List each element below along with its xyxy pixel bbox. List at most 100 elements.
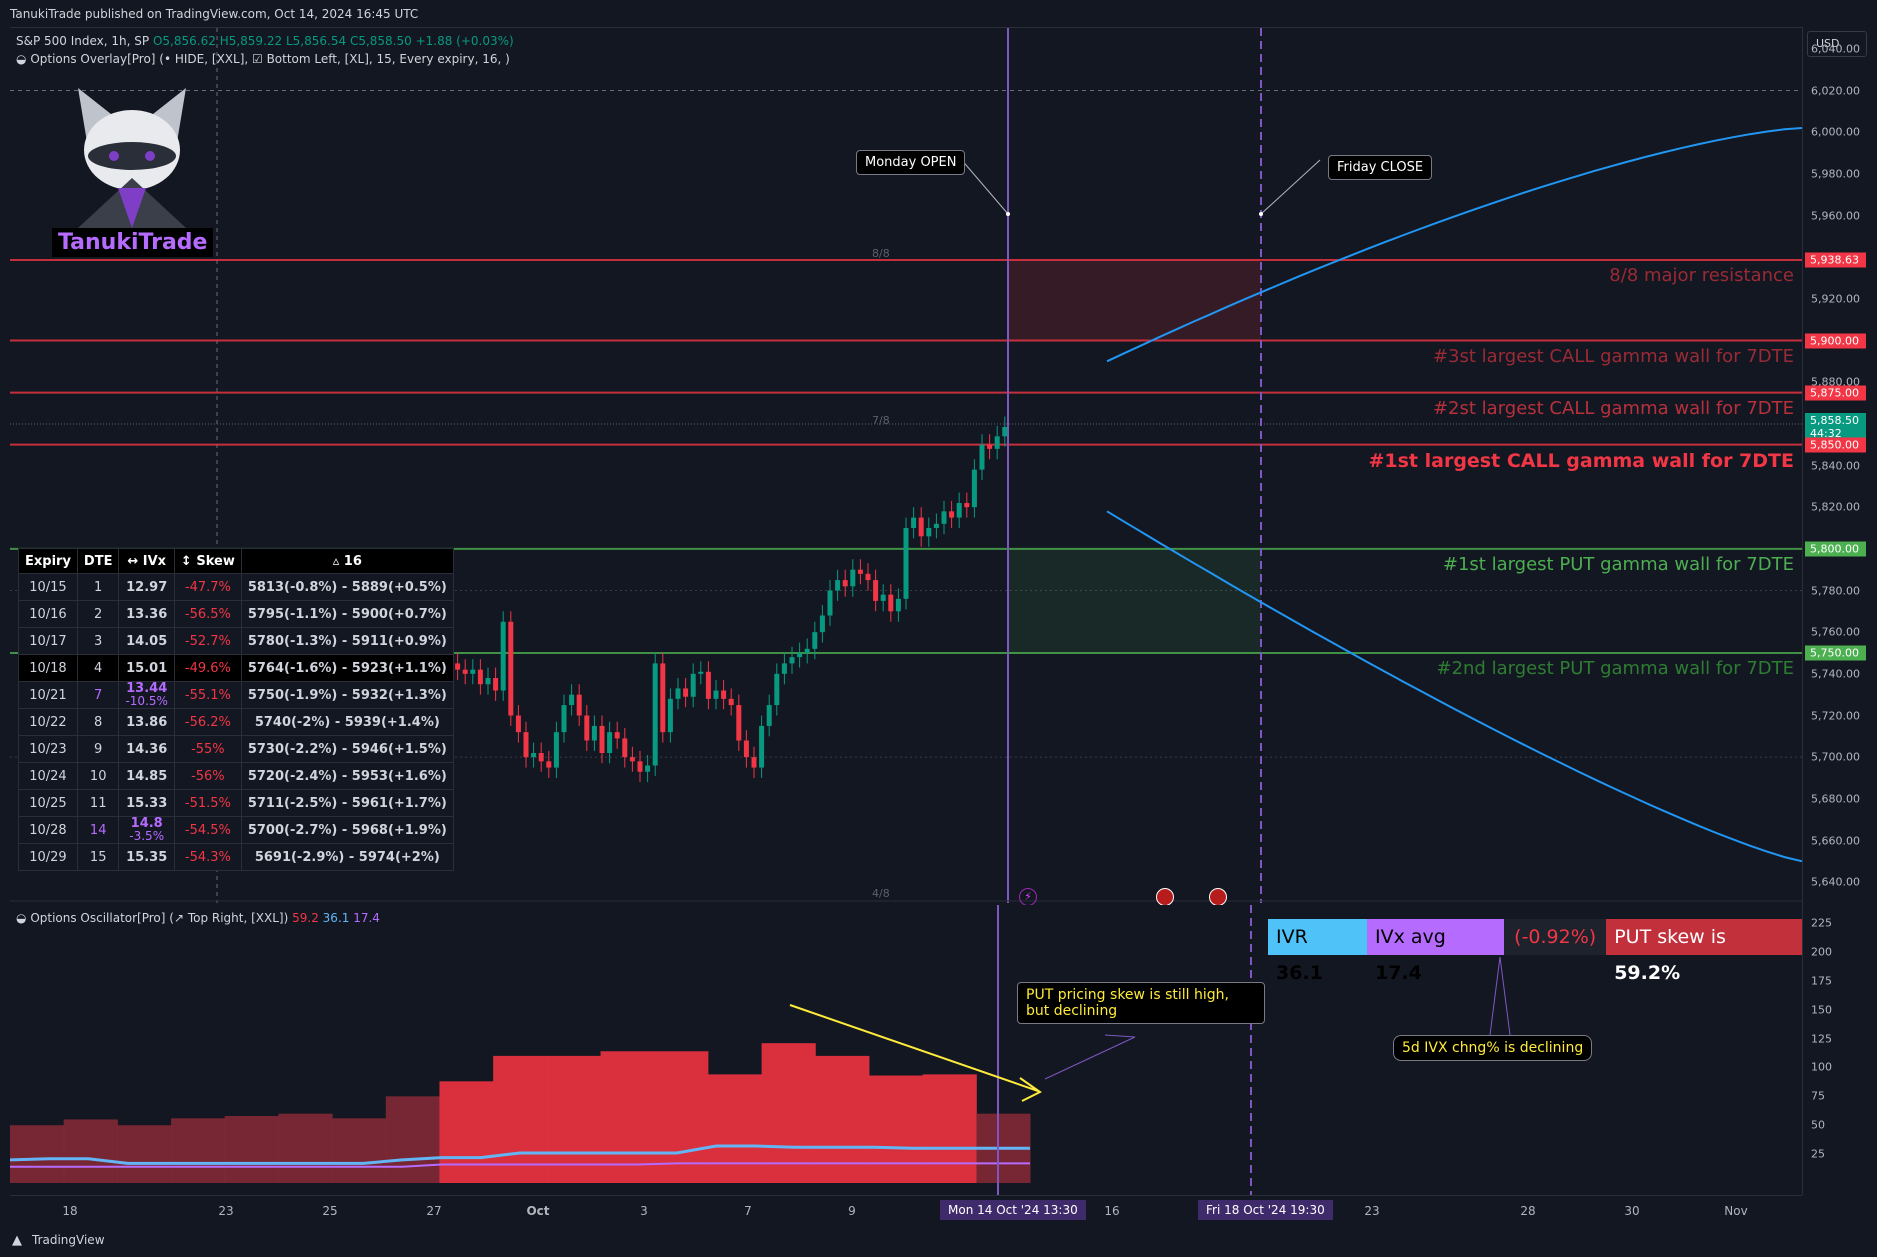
skew-cell: -47.7% xyxy=(173,573,242,601)
candle-body xyxy=(865,573,871,581)
ivx-label: IVx avg xyxy=(1374,926,1446,948)
ivx-cell: 14.85 xyxy=(118,762,175,790)
candle-body xyxy=(857,569,863,574)
candle-body xyxy=(979,444,985,470)
candle-body xyxy=(933,523,939,528)
expiry-cell-text: 10/24 xyxy=(29,768,67,784)
osc-value-ivr: 36.1 xyxy=(322,911,350,925)
ivx-cell-text: 13.44 xyxy=(126,681,168,696)
price-axis[interactable]: USD 6,040.00 6,020.00 6,000.00 5,980.00 5,96… xyxy=(1802,27,1877,1195)
ivx-cell-text: 12.97 xyxy=(126,579,168,595)
time-axis-label: 18 xyxy=(62,1204,78,1218)
price-tag-value: 5,858.50 xyxy=(1810,413,1859,427)
price-tag-value: 5,938.63 xyxy=(1810,253,1859,267)
time-axis-label: 30 xyxy=(1624,1204,1640,1218)
ivx-cell: 14.8 -3.5% xyxy=(118,816,175,844)
ivx-box: IVx avg 17.4 xyxy=(1366,919,1505,984)
lightning-icon[interactable]: ⚡ xyxy=(1019,888,1037,906)
ivx-cell-text: 13.36 xyxy=(126,606,168,622)
ivx-note: 5d IVX chng% is declining xyxy=(1393,1035,1593,1061)
oscillator-pane[interactable]: ◒ Options Oscillator[Pro] (↗ Top Right, … xyxy=(10,905,1802,1195)
skew-cell: -56.5% xyxy=(173,600,242,628)
ivx-cell-text: 14.8 xyxy=(130,816,163,831)
time-axis-label: 16 xyxy=(1104,1204,1120,1218)
candle-body xyxy=(690,673,696,697)
skew-bar xyxy=(493,1055,548,1183)
candle-body xyxy=(721,690,727,699)
price-axis-label: 5,960.00 xyxy=(1811,209,1860,222)
skew-cell: -54.5% xyxy=(173,816,242,844)
candle-body xyxy=(508,621,514,716)
candle-body xyxy=(835,580,841,591)
expiry-cell-text: 10/21 xyxy=(29,687,67,703)
us-flag-icon[interactable] xyxy=(1156,888,1174,906)
candle-body xyxy=(660,663,666,733)
ivr-label: IVR xyxy=(1276,926,1308,948)
dte-cell: 10 xyxy=(76,762,120,790)
time-axis-label: 3 xyxy=(640,1204,648,1218)
raccoon-icon: ◒ xyxy=(16,52,27,66)
us-flag-icon[interactable] xyxy=(1209,888,1227,906)
candle-body xyxy=(850,569,856,587)
range-cell: 5700(-2.7%) - 5968(+1.9%) xyxy=(240,816,454,844)
range-cell: 5730(-2.2%) - 5946(+1.5%) xyxy=(240,735,454,763)
skew-cell-text: -47.7% xyxy=(184,579,231,595)
table-row: 10/28 14 14.8 -3.5% -54.5% 5700(-2.7%) - 5968… xyxy=(18,816,454,844)
expiry-cell-text: 10/15 xyxy=(29,579,67,595)
candle-body xyxy=(880,594,886,601)
candle-body xyxy=(842,580,848,587)
arrow-head xyxy=(1019,1077,1042,1102)
logo: TanukiTrade xyxy=(52,78,214,258)
overlay-legend[interactable]: ◒ Options Overlay[Pro] (• HIDE, [XXL], ☑… xyxy=(16,52,510,66)
time-axis[interactable]: 18 23 25 27 Oct 3 7 9 16 23 28 30 Nov Mon 14 Oct '24… xyxy=(10,1195,1802,1224)
candle-body xyxy=(553,732,559,768)
candle-body xyxy=(569,694,575,706)
oscillator-plot[interactable] xyxy=(10,905,1802,1195)
expiry-cell: 10/15 xyxy=(18,573,78,601)
candle-body xyxy=(493,678,499,691)
price-plot[interactable] xyxy=(10,28,1802,903)
table-row: 10/16 2 13.36 -56.5% 5795(-1.1%) - 5900(+0.7… xyxy=(18,600,454,628)
level-label: #1st largest PUT gamma wall for 7DTE xyxy=(1442,553,1794,575)
expiry-cell: 10/25 xyxy=(18,789,78,817)
candle-body xyxy=(827,590,833,616)
expiry-cell-text: 10/28 xyxy=(29,822,67,838)
oscillator-legend[interactable]: ◒ Options Oscillator[Pro] (↗ Top Right, … xyxy=(16,911,380,925)
time-axis-label: 9 xyxy=(848,1204,856,1218)
skew-bar xyxy=(868,1075,924,1183)
oscillator-axis-label: 200 xyxy=(1811,945,1832,959)
table-row: 10/29 15 15.35 -54.3% 5691(-2.9%) - 5974(+2%… xyxy=(18,843,454,871)
ivx-cell: 14.05 xyxy=(118,627,175,655)
range-cell: 5750(-1.9%) - 5932(+1.3%) xyxy=(240,681,454,709)
candle-body xyxy=(546,761,552,768)
annotation-connector xyxy=(959,157,1009,215)
skew-cell-text: -52.7% xyxy=(184,633,231,649)
symbol-legend[interactable]: S&P 500 Index, 1h, SP O5,856.62 H5,859.2… xyxy=(16,34,514,48)
candle-body xyxy=(645,765,651,772)
annotation-connector xyxy=(1260,159,1321,215)
candle-body xyxy=(485,678,491,685)
price-axis-label: 5,820.00 xyxy=(1811,500,1860,514)
price-axis-label: 6,020.00 xyxy=(1811,84,1860,97)
candle-body xyxy=(789,657,795,664)
table-row: 10/21 7 13.44 -10.5% -55.1% 5750(-1.9%) - 593… xyxy=(18,681,454,709)
expiry-cell-text: 10/18 xyxy=(29,660,67,676)
expiry-cell: 10/22 xyxy=(18,708,78,736)
table-row: 10/17 3 14.05 -52.7% 5780(-1.3%) - 5911(+0.9… xyxy=(18,627,454,655)
candle-body xyxy=(804,648,810,653)
currency-label[interactable]: USD xyxy=(1807,31,1867,57)
candle-body xyxy=(599,725,605,753)
time-axis-label: 28 xyxy=(1520,1204,1536,1218)
range-cell-text: 5691(-2.9%) - 5974(+2%) xyxy=(254,849,440,865)
candle-body xyxy=(698,671,704,674)
skew-bar xyxy=(761,1043,816,1183)
price-axis-label: 6,000.00 xyxy=(1811,125,1860,139)
price-axis-label: 5,700.00 xyxy=(1811,750,1860,764)
skew-bar xyxy=(117,1125,172,1183)
candle-body xyxy=(941,511,947,524)
candle-body xyxy=(591,725,597,741)
candle-body xyxy=(766,705,772,726)
range-cell: 5764(-1.6%) - 5923(+1.1%) xyxy=(240,654,454,682)
skew-cell-text: -49.6% xyxy=(184,660,231,676)
table-row: 10/18 4 15.01 -49.6% 5764(-1.6%) - 5923(+1.1… xyxy=(18,654,454,682)
